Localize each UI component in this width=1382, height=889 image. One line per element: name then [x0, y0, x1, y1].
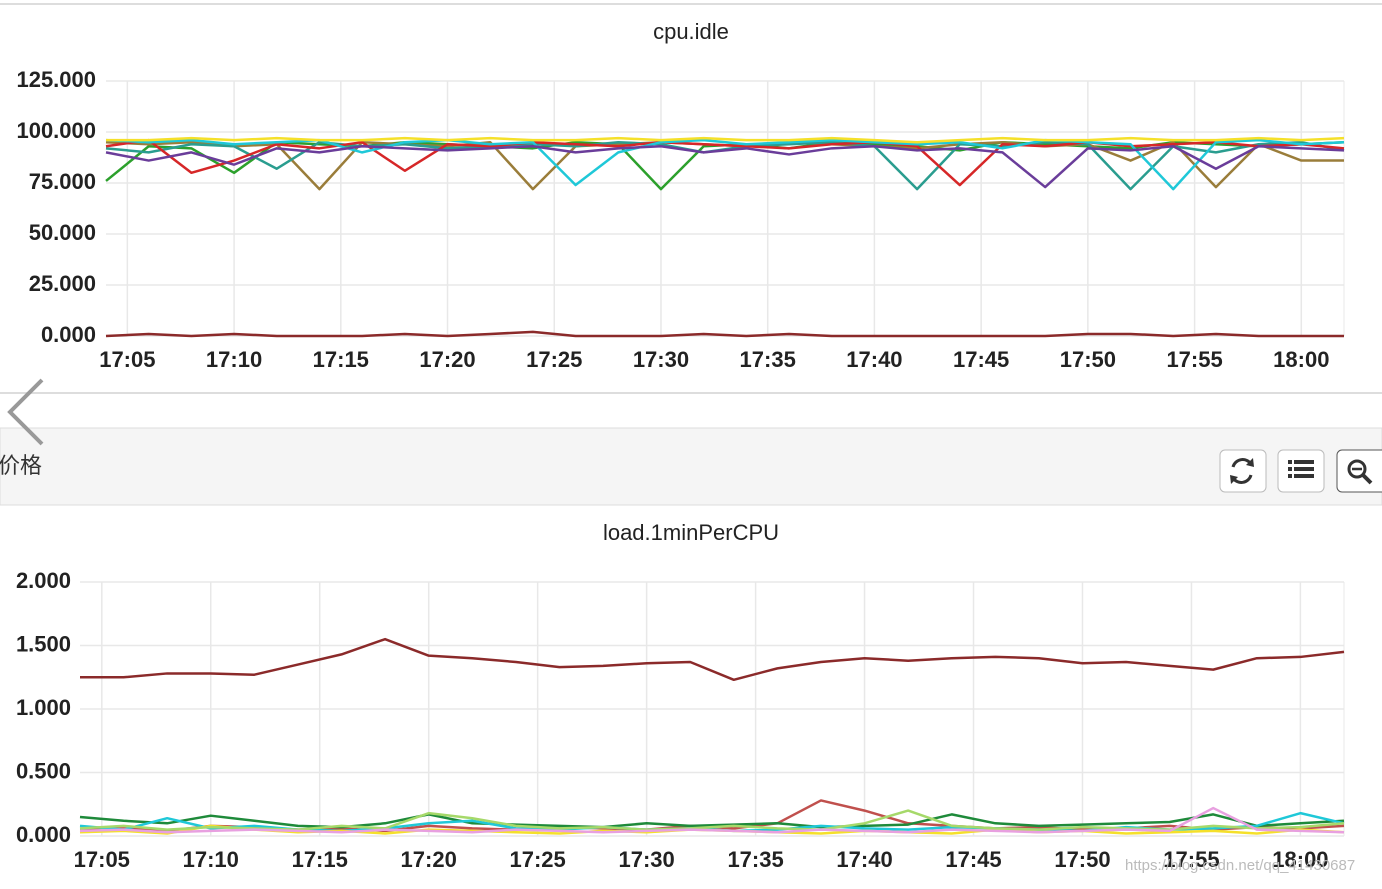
x-tick-label: 18:00 [1273, 347, 1329, 372]
panel-title: 价格 [0, 453, 42, 478]
series-line [105, 138, 1345, 187]
y-tick-label: 1.000 [16, 695, 71, 720]
panel-header [0, 427, 1382, 506]
series-line [79, 809, 1345, 831]
chart: load.1minPerCPU 0.000 0.500 1.000 1.500 2.000… [16, 520, 1345, 872]
zoom-button[interactable] [1336, 449, 1382, 493]
watermark: https://blog.csdn.net/qq_41430687 [1125, 857, 1355, 874]
x-tick-label: 17:35 [727, 847, 783, 872]
x-tick-label: 17:45 [945, 847, 1001, 872]
y-tick-label: 0.000 [41, 322, 96, 347]
x-tick-label: 17:55 [1166, 347, 1222, 372]
y-tick-label: 100.000 [16, 118, 96, 143]
x-tick-label: 17:40 [846, 347, 902, 372]
y-tick-label: 2.000 [16, 568, 71, 593]
series-line [80, 637, 1345, 682]
x-tick-label: 17:10 [183, 847, 239, 872]
x-tick-label: 17:05 [99, 347, 155, 372]
x-tick-label: 17:10 [206, 347, 262, 372]
x-tick-label: 17:05 [74, 847, 130, 872]
y-tick-label: 0.500 [16, 758, 71, 783]
series-line [105, 330, 1344, 338]
back-arrow[interactable] [7, 378, 44, 446]
x-tick-label: 17:15 [292, 847, 348, 872]
x-tick-label: 17:50 [1060, 347, 1116, 372]
y-tick-label: 50.000 [29, 220, 96, 245]
series-line [106, 136, 1345, 144]
x-tick-label: 17:25 [526, 347, 582, 372]
y-tick-label: 1.500 [16, 631, 71, 656]
y-tick-label: 25.000 [29, 271, 96, 296]
series-line [79, 813, 1345, 829]
y-tick-label: 75.000 [29, 169, 96, 194]
x-tick-label: 17:55 [1163, 847, 1219, 872]
x-tick-label: 17:30 [633, 347, 689, 372]
x-tick-label: 17:35 [740, 347, 796, 372]
list-button[interactable] [1277, 449, 1325, 493]
x-tick-label: 17:15 [313, 347, 369, 372]
chart-title: load.1minPerCPU [603, 520, 779, 545]
x-tick-label: 17:50 [1054, 847, 1110, 872]
x-tick-label: 17:20 [419, 347, 475, 372]
x-tick-label: 17:40 [836, 847, 892, 872]
x-tick-label: 17:45 [953, 347, 1009, 372]
x-tick-label: 17:30 [618, 847, 674, 872]
x-tick-label: 17:25 [510, 847, 566, 872]
refresh-button[interactable] [1219, 449, 1267, 493]
chart: cpu.idle 0.000 25.000 50.000 75.000 100.000 12… [16, 19, 1345, 372]
series-line [79, 806, 1345, 834]
y-tick-label: 0.000 [16, 822, 71, 847]
x-tick-label: 17:20 [401, 847, 457, 872]
series-line [105, 145, 1345, 189]
x-tick-label: 18:00 [1272, 847, 1328, 872]
chart-title: cpu.idle [653, 19, 729, 44]
y-tick-label: 125.000 [16, 67, 96, 92]
